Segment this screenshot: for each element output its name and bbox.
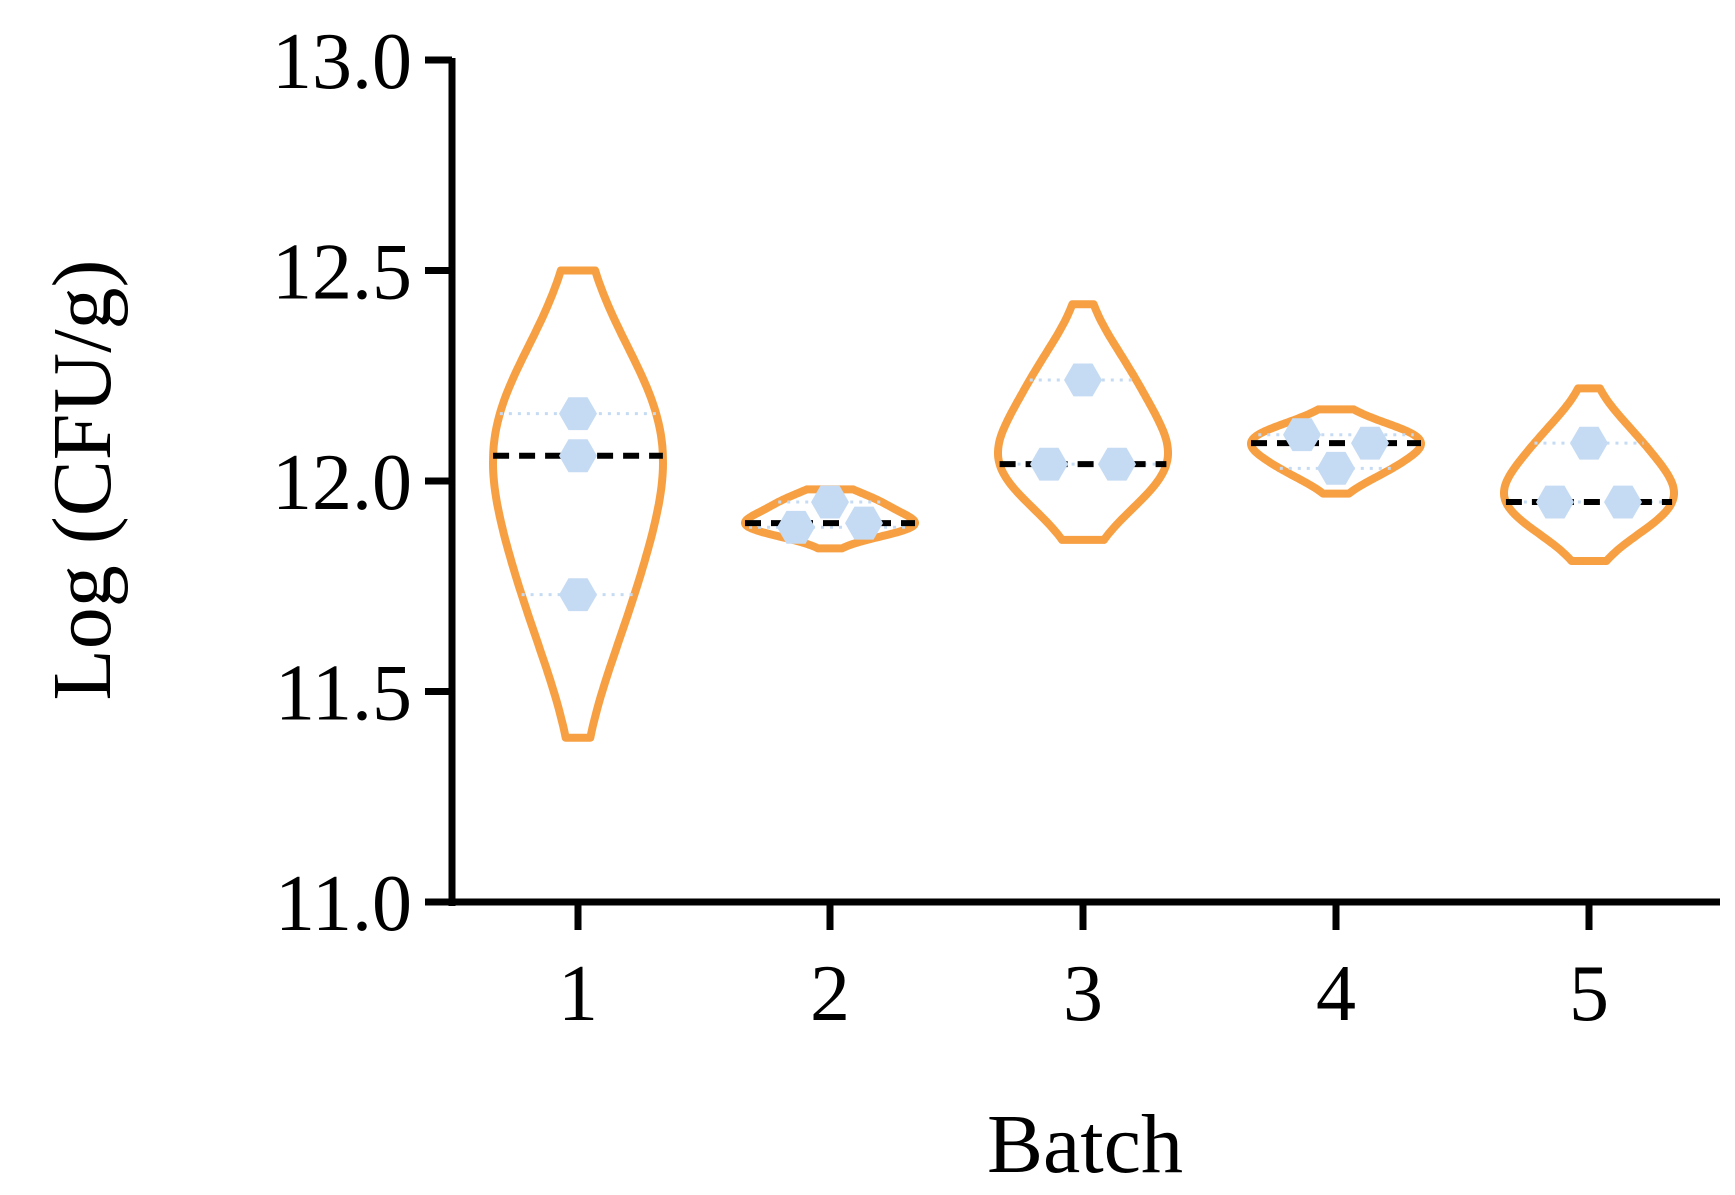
x-axis-title: Batch <box>987 1098 1183 1191</box>
data-point <box>1030 447 1068 481</box>
violin-batch-5 <box>1500 384 1678 565</box>
data-point <box>1064 363 1102 397</box>
data-point <box>1283 418 1321 452</box>
violin-batch-4 <box>1247 405 1425 498</box>
y-tick-label: 12.5 <box>272 229 412 317</box>
data-point <box>1351 426 1389 460</box>
data-point <box>1570 426 1608 460</box>
y-tick-label: 11.5 <box>275 650 412 738</box>
violins-layer <box>489 266 1678 742</box>
x-ticks-layer: 1 2 3 4 5 <box>558 902 1609 1038</box>
axes-layer <box>448 58 1720 906</box>
data-point <box>811 485 849 519</box>
violin-batch-1 <box>489 266 667 742</box>
x-tick-label: 1 <box>558 950 598 1038</box>
y-tick-label: 11.0 <box>275 860 412 948</box>
data-point <box>559 397 597 431</box>
x-tick-label: 2 <box>810 950 850 1038</box>
data-point <box>1604 485 1642 519</box>
x-tick-label: 3 <box>1063 950 1103 1038</box>
x-tick-label: 5 <box>1569 950 1609 1038</box>
data-point <box>1098 447 1136 481</box>
x-tick-label: 4 <box>1316 950 1356 1038</box>
data-point <box>559 578 597 612</box>
y-tick-label: 12.0 <box>272 439 412 527</box>
data-point <box>1317 451 1355 485</box>
data-point <box>1536 485 1574 519</box>
points-layer <box>559 363 1642 612</box>
y-axis-title: Log (CFU/g) <box>36 260 129 701</box>
violin-batch-3 <box>994 300 1172 544</box>
data-point <box>559 439 597 473</box>
y-ticks-layer: 11.0 11.5 12.0 12.5 13.0 <box>272 18 452 948</box>
data-point <box>845 506 883 540</box>
violin-batch-2 <box>741 485 919 553</box>
data-point <box>777 510 815 544</box>
y-tick-label: 13.0 <box>272 18 412 106</box>
summary-lines-layer <box>493 378 1673 597</box>
